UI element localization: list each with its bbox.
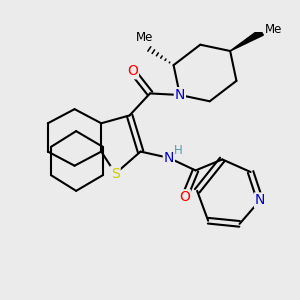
Polygon shape [230,29,263,51]
Text: Me: Me [136,31,153,44]
Text: N: N [164,151,174,165]
Text: H: H [174,144,183,158]
Text: N: N [255,193,265,207]
Text: O: O [179,190,190,204]
Text: N: N [175,88,185,102]
Text: Me: Me [265,23,282,36]
Text: S: S [111,167,120,181]
Text: O: O [127,64,138,78]
